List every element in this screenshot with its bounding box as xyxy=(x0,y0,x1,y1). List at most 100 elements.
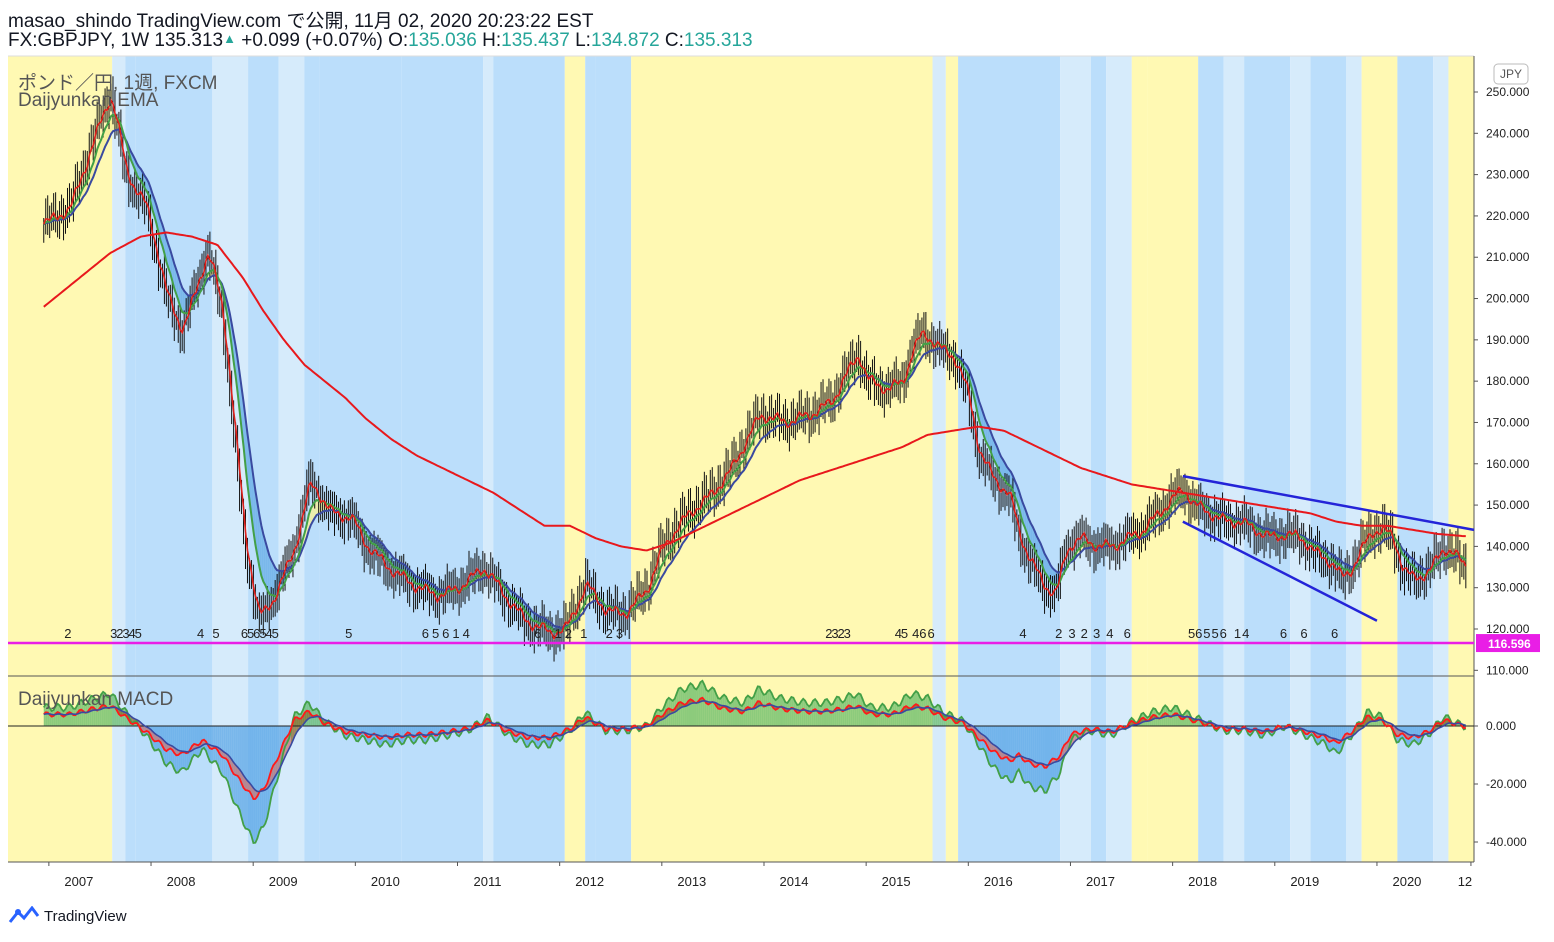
regime-band xyxy=(1448,56,1474,862)
macd-area xyxy=(192,726,195,758)
macd-area xyxy=(722,694,725,726)
macd-area xyxy=(739,704,742,726)
ema-ribbon-outer xyxy=(257,502,260,567)
time-axis-label: 2018 xyxy=(1188,874,1217,889)
price-axis-label: 220.000 xyxy=(1486,209,1530,223)
macd-area xyxy=(734,697,737,726)
stage-digit-label: 2 xyxy=(565,626,572,641)
macd-area xyxy=(747,695,750,726)
macd-area xyxy=(1032,726,1035,792)
macd-area xyxy=(773,697,776,726)
macd-area xyxy=(65,705,68,726)
macd-area xyxy=(684,690,687,726)
price-axis-label: 250.000 xyxy=(1486,85,1530,99)
tradingview-logo[interactable]: TradingView xyxy=(8,906,127,926)
trendline-upper[interactable] xyxy=(1182,474,1475,532)
macd-area xyxy=(882,703,885,726)
macd-area xyxy=(1024,726,1027,783)
macd-area xyxy=(698,682,701,726)
stage-digit-label: 4 xyxy=(1242,626,1249,641)
macd-area xyxy=(114,695,117,726)
macd-area xyxy=(838,697,841,726)
macd-area xyxy=(178,726,181,773)
stage-digit-label: 6 xyxy=(534,626,541,641)
time-axis-label: 2013 xyxy=(677,874,706,889)
regime-band xyxy=(125,56,136,862)
stage-digit-label: 6 xyxy=(919,626,926,641)
price-axis-label: 150.000 xyxy=(1486,498,1530,512)
macd-area xyxy=(937,704,940,726)
time-axis-label: 2014 xyxy=(780,874,809,889)
macd-area xyxy=(840,700,843,726)
macd-area xyxy=(435,726,438,742)
stage-digit-label: 1 xyxy=(452,626,459,641)
regime-band xyxy=(112,56,126,862)
macd-area xyxy=(213,726,216,762)
price-pane-title: ポンド／円, 1週, FXCM xyxy=(18,73,218,94)
macd-area xyxy=(714,689,717,726)
price-axis-label: 190.000 xyxy=(1486,333,1530,347)
macd-area xyxy=(257,726,260,839)
macd-area xyxy=(109,695,112,726)
price-tag-box xyxy=(1476,634,1540,653)
macd-area xyxy=(767,690,770,726)
regime-band xyxy=(304,56,320,862)
macd-line xyxy=(43,696,1467,801)
macd-area xyxy=(872,704,875,726)
currency-box[interactable] xyxy=(1493,63,1529,85)
macd-area xyxy=(196,726,199,757)
macd-area xyxy=(47,704,50,726)
price-axis-label: 110.000 xyxy=(1486,663,1529,677)
ema-fast-line xyxy=(43,98,1467,641)
stage-digit-label: 3 xyxy=(831,626,838,641)
macd-area xyxy=(848,693,851,726)
time-axis-label: 2015 xyxy=(882,874,911,889)
ema-ribbon-outer xyxy=(1046,557,1049,578)
time-axis-label: 2008 xyxy=(167,874,196,889)
macd-area xyxy=(261,726,264,828)
stage-digit-label: 2 xyxy=(838,626,845,641)
regime-band xyxy=(564,56,586,862)
time-axis-label: 12 xyxy=(1458,874,1472,889)
regime-band xyxy=(1106,56,1132,862)
macd-area xyxy=(761,691,764,726)
macd-area xyxy=(107,696,110,726)
macd-area xyxy=(781,695,784,726)
macd-area xyxy=(259,726,262,832)
macd-area xyxy=(856,693,859,726)
macd-area xyxy=(870,703,873,726)
macd-area xyxy=(771,692,774,726)
stage-digit-label: 5 xyxy=(247,626,254,641)
regime-band xyxy=(945,56,959,862)
macd-signal-area xyxy=(273,762,276,780)
macd-signal-line xyxy=(43,699,1467,793)
regime-band xyxy=(1131,56,1148,862)
macd-area xyxy=(779,695,782,726)
macd-area xyxy=(700,680,703,726)
symbol-label[interactable]: FX:GBPJPY, 1W xyxy=(8,30,150,51)
trendline-lower[interactable] xyxy=(1182,520,1378,622)
macd-area xyxy=(915,691,918,726)
macd-area xyxy=(919,697,922,726)
stage-digit-label: 4 xyxy=(1019,626,1026,641)
macd-area xyxy=(791,697,794,726)
macd-area xyxy=(559,726,562,741)
price-axis-label: 170.000 xyxy=(1486,415,1530,429)
macd-area xyxy=(97,699,100,726)
open-label: O: xyxy=(388,30,409,51)
macd-area xyxy=(57,703,60,726)
macd-area xyxy=(265,726,268,824)
macd-area xyxy=(844,695,847,726)
ema-ribbon-outer xyxy=(271,559,274,596)
macd-area xyxy=(530,726,533,744)
macd-area xyxy=(1044,726,1047,793)
regime-band xyxy=(1361,56,1398,862)
macd-area xyxy=(805,700,808,726)
macd-area xyxy=(712,687,715,726)
macd-area xyxy=(49,708,52,726)
ema-ribbon-outer xyxy=(265,541,268,590)
macd-area xyxy=(787,699,790,726)
macd-area xyxy=(190,726,193,764)
macd-area xyxy=(809,704,812,726)
